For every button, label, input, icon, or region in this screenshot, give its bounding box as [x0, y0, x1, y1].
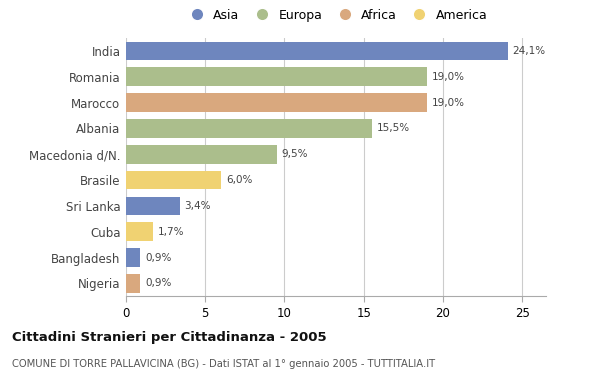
Bar	[126, 223, 153, 241]
Bar	[126, 42, 508, 60]
Bar	[126, 145, 277, 163]
Text: 1,7%: 1,7%	[158, 227, 184, 237]
Bar	[126, 93, 427, 112]
Text: 0,9%: 0,9%	[145, 279, 172, 288]
Text: COMUNE DI TORRE PALLAVICINA (BG) - Dati ISTAT al 1° gennaio 2005 - TUTTITALIA.IT: COMUNE DI TORRE PALLAVICINA (BG) - Dati …	[12, 359, 435, 369]
Bar	[126, 68, 427, 86]
Text: 0,9%: 0,9%	[145, 253, 172, 263]
Text: 15,5%: 15,5%	[376, 124, 410, 133]
Text: Cittadini Stranieri per Cittadinanza - 2005: Cittadini Stranieri per Cittadinanza - 2…	[12, 331, 326, 344]
Bar	[126, 197, 180, 215]
Text: 6,0%: 6,0%	[226, 175, 252, 185]
Legend: Asia, Europa, Africa, America: Asia, Europa, Africa, America	[179, 3, 493, 27]
Bar	[126, 274, 140, 293]
Text: 9,5%: 9,5%	[281, 149, 308, 159]
Text: 24,1%: 24,1%	[513, 46, 546, 56]
Text: 3,4%: 3,4%	[185, 201, 211, 211]
Bar	[126, 119, 371, 138]
Bar	[126, 249, 140, 267]
Text: 19,0%: 19,0%	[432, 72, 465, 82]
Text: 19,0%: 19,0%	[432, 98, 465, 108]
Bar	[126, 171, 221, 189]
